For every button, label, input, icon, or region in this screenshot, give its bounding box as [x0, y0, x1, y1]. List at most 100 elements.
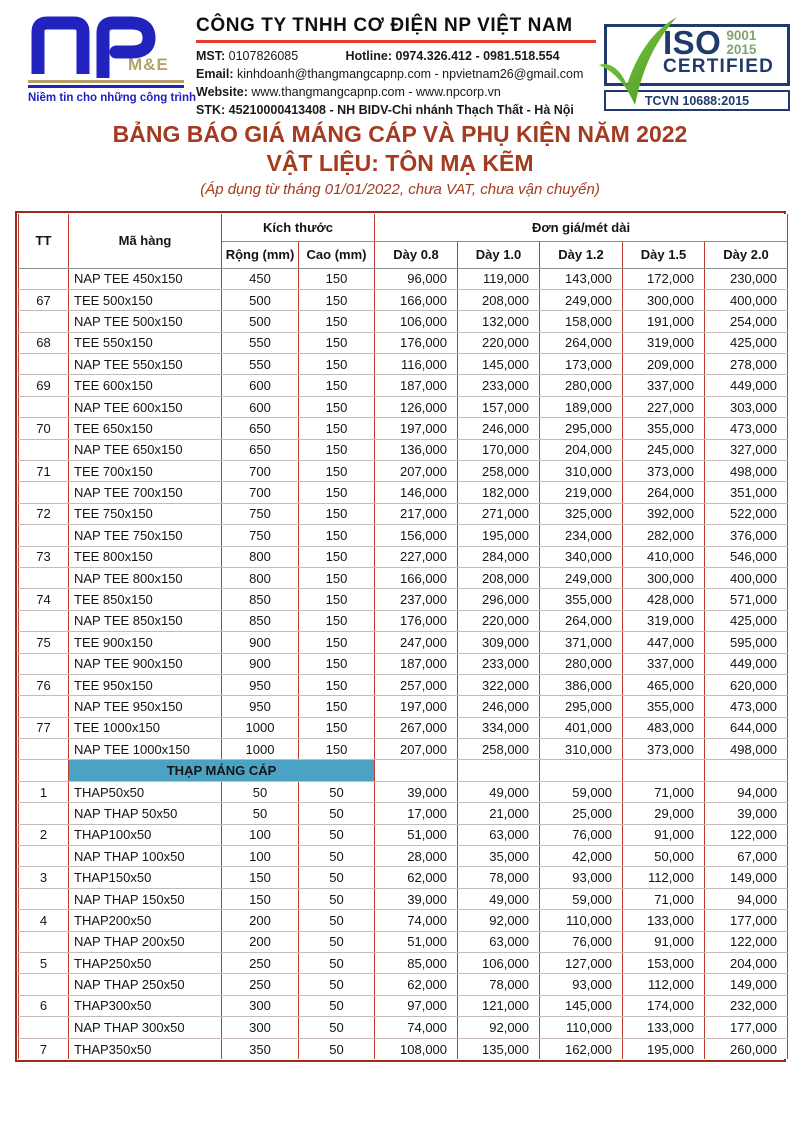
cell-d20: 473,000	[704, 695, 789, 718]
cell-d20: 177,000	[704, 909, 789, 932]
logo-slogan: Niềm tin cho những công trình	[28, 91, 197, 104]
table-row: 5 THAP250x50 250 50 85,000 106,000 127,000 153,…	[18, 952, 789, 975]
cell-tt: 75	[18, 631, 69, 654]
cell-d10: 246,000	[457, 417, 541, 440]
cell-code: NAP TEE 650x150	[68, 439, 222, 462]
cell-d15: 71,000	[622, 888, 706, 911]
table-row: 4 THAP200x50 200 50 74,000 92,000 110,000 133,0…	[18, 909, 789, 932]
cell-d10: 296,000	[457, 588, 541, 611]
cell-height: 50	[298, 781, 376, 804]
col-header-d08: Dày 0.8	[374, 241, 459, 269]
cell-d15: 245,000	[622, 439, 706, 462]
cell-height: 150	[298, 567, 376, 590]
cell-d15: 29,000	[622, 802, 706, 825]
cell-d20: 327,000	[704, 439, 789, 462]
cell-d10: 246,000	[457, 695, 541, 718]
cell-width: 750	[221, 503, 299, 526]
company-website-line: Website: www.thangmangcapnp.com - www.np…	[196, 83, 596, 101]
cell-width: 250	[221, 973, 299, 996]
page-title-line2: VẬT LIỆU: TÔN MẠ KẼM	[266, 149, 534, 176]
price-table-header: TT Mã hàng Kích thước Đơn giá/mét dài Rộ…	[18, 214, 789, 269]
cell-width: 100	[221, 824, 299, 847]
cell-code: THAP150x50	[68, 866, 222, 889]
cell-tt: 6	[18, 995, 69, 1018]
cell-d20: 620,000	[704, 674, 789, 697]
cell-d10: 170,000	[457, 439, 541, 462]
cell-height: 50	[298, 909, 376, 932]
cell-code: THAP50x50	[68, 781, 222, 804]
table-row: NAP THAP 300x50 300 50 74,000 92,000 110,000 1…	[18, 1016, 789, 1039]
cell-d10: 258,000	[457, 738, 541, 761]
cell-d08: 85,000	[374, 952, 459, 975]
cell-width: 200	[221, 909, 299, 932]
cell-d10: 220,000	[457, 610, 541, 633]
cell-d15: 91,000	[622, 931, 706, 954]
cell-height: 150	[298, 610, 376, 633]
website-label: Website:	[196, 84, 248, 99]
cell-d08: 97,000	[374, 995, 459, 1018]
cell-d08: 166,000	[374, 567, 459, 590]
cell-d20: 122,000	[704, 931, 789, 954]
table-row: NAP THAP 50x50 50 50 17,000 21,000 25,000 29,0…	[18, 802, 789, 825]
cell-tt	[18, 567, 69, 590]
table-row: NAP TEE 850x150 850 150 176,000 220,000 264,0…	[18, 610, 789, 633]
table-row: 72 TEE 750x150 750 150 217,000 271,000 325,000…	[18, 503, 789, 526]
cell-width: 700	[221, 460, 299, 483]
cell-code: NAP TEE 500x150	[68, 310, 222, 333]
cell-d10: 334,000	[457, 717, 541, 740]
cell-d20: 400,000	[704, 567, 789, 590]
cell-width: 300	[221, 995, 299, 1018]
cell-d12: 340,000	[539, 546, 624, 568]
cell-d15: 373,000	[622, 460, 706, 483]
cell-d08: 51,000	[374, 824, 459, 847]
cell-height: 50	[298, 931, 376, 954]
cell-d20: 303,000	[704, 396, 789, 419]
cell-d10: 21,000	[457, 802, 541, 825]
company-name-underline	[196, 40, 596, 43]
cell-d10: 182,000	[457, 481, 541, 504]
cell-d10: 35,000	[457, 845, 541, 868]
cell-d08: 257,000	[374, 674, 459, 697]
cell-d12: 189,000	[539, 396, 624, 419]
cell-code: NAP TEE 1000x150	[68, 738, 222, 761]
section-row: THẠP MÁNG CÁP	[18, 759, 789, 782]
cell-width: 850	[221, 610, 299, 633]
cell-d12: 310,000	[539, 460, 624, 483]
cell-code: NAP TEE 700x150	[68, 481, 222, 504]
cell-code: NAP THAP 150x50	[68, 888, 222, 911]
title-block: BẢNG BÁO GIÁ MÁNG CÁP VÀ PHỤ KIỆN NĂM 20…	[0, 120, 800, 198]
cell-d12: 76,000	[539, 824, 624, 847]
col-header-d20: Dày 2.0	[704, 241, 789, 269]
cell-d15: 428,000	[622, 588, 706, 611]
cell-code: TEE 550x150	[68, 332, 222, 355]
cell-d15: 300,000	[622, 289, 706, 312]
cell-width: 950	[221, 695, 299, 718]
cell-code: NAP THAP 50x50	[68, 802, 222, 825]
cell-d15: 410,000	[622, 546, 706, 568]
iso-label: ISO	[663, 24, 722, 61]
cell-d10: 132,000	[457, 310, 541, 333]
cell-d12: 295,000	[539, 417, 624, 440]
cell-d08: 187,000	[374, 653, 459, 675]
cell-d15: 465,000	[622, 674, 706, 697]
np-monogram-icon: M&E	[31, 16, 168, 78]
cell-d08: 207,000	[374, 738, 459, 761]
cell-d10: 106,000	[457, 952, 541, 975]
cell-height: 150	[298, 695, 376, 718]
cell-code: NAP TEE 450x150	[68, 268, 222, 290]
cell-height: 150	[298, 310, 376, 333]
cell-height: 150	[298, 738, 376, 761]
cell-code: TEE 1000x150	[68, 717, 222, 740]
cell-width: 850	[221, 588, 299, 611]
cell-height: 50	[298, 845, 376, 868]
cell-d20: 522,000	[704, 503, 789, 526]
cell-tt: 68	[18, 332, 69, 355]
cell-width: 150	[221, 888, 299, 911]
cell-d12: 110,000	[539, 1016, 624, 1039]
cell-code: TEE 800x150	[68, 546, 222, 568]
price-table-wrapper: TT Mã hàng Kích thước Đơn giá/mét dài Rộ…	[15, 211, 789, 1063]
cell-d12: 310,000	[539, 738, 624, 761]
cell-d12: 173,000	[539, 353, 624, 376]
cell-d12: 371,000	[539, 631, 624, 654]
table-row: NAP THAP 200x50 200 50 51,000 63,000 76,000 91…	[18, 931, 789, 954]
